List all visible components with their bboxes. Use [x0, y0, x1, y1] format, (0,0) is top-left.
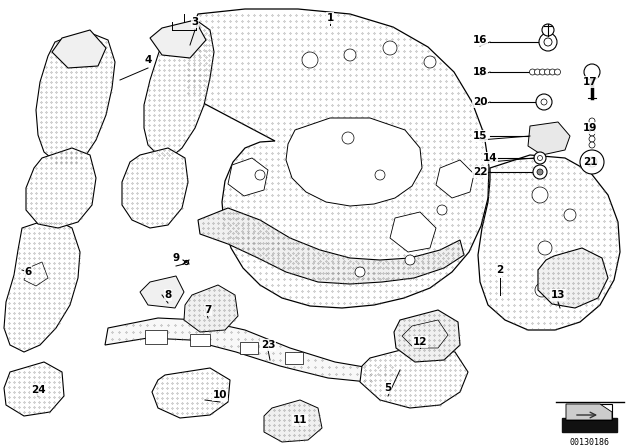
Text: 9: 9 [172, 253, 180, 263]
Circle shape [375, 170, 385, 180]
Circle shape [589, 136, 595, 142]
Circle shape [550, 69, 556, 75]
Text: 15: 15 [473, 131, 487, 141]
Bar [566, 404, 612, 420]
Text: 13: 13 [551, 290, 565, 300]
Circle shape [580, 150, 604, 174]
Circle shape [539, 33, 557, 51]
Circle shape [538, 155, 543, 160]
Circle shape [589, 124, 595, 130]
Circle shape [535, 283, 549, 297]
Circle shape [537, 169, 543, 175]
Polygon shape [390, 212, 436, 252]
Circle shape [544, 38, 552, 46]
Circle shape [534, 69, 541, 75]
Circle shape [534, 152, 546, 164]
Polygon shape [122, 148, 188, 228]
Polygon shape [264, 400, 322, 442]
Polygon shape [436, 160, 474, 198]
Circle shape [383, 41, 397, 55]
Text: 10: 10 [212, 390, 227, 400]
Polygon shape [538, 248, 608, 308]
Polygon shape [26, 148, 96, 228]
Bar [240, 342, 258, 354]
Polygon shape [4, 218, 80, 352]
Text: 00130186: 00130186 [569, 438, 609, 447]
Polygon shape [4, 362, 64, 416]
Circle shape [542, 24, 554, 36]
Polygon shape [150, 20, 206, 58]
Circle shape [355, 267, 365, 277]
Text: 11: 11 [292, 415, 307, 425]
Text: 21: 21 [583, 157, 597, 167]
Text: 22: 22 [473, 167, 487, 177]
Polygon shape [36, 32, 115, 165]
Text: 14: 14 [483, 153, 497, 163]
Circle shape [255, 170, 265, 180]
Circle shape [437, 205, 447, 215]
Circle shape [589, 118, 595, 124]
Polygon shape [105, 318, 400, 382]
Text: 4: 4 [144, 55, 152, 65]
Bar [285, 352, 303, 364]
Bar [190, 334, 210, 346]
Circle shape [540, 69, 545, 75]
Circle shape [532, 187, 548, 203]
Polygon shape [198, 208, 464, 284]
Circle shape [589, 130, 595, 136]
Text: 18: 18 [473, 67, 487, 77]
Text: 7: 7 [204, 305, 212, 315]
Circle shape [565, 295, 575, 305]
Text: 17: 17 [582, 77, 597, 87]
Circle shape [344, 49, 356, 61]
Circle shape [589, 142, 595, 148]
Polygon shape [286, 118, 422, 206]
Text: 1: 1 [326, 13, 333, 23]
Circle shape [569, 259, 581, 271]
Circle shape [541, 99, 547, 105]
Circle shape [564, 209, 576, 221]
Text: 6: 6 [24, 267, 31, 277]
Polygon shape [52, 30, 106, 68]
Bar [562, 418, 617, 432]
Circle shape [342, 132, 354, 144]
Polygon shape [360, 345, 468, 408]
Text: 19: 19 [583, 123, 597, 133]
Polygon shape [528, 122, 570, 155]
Polygon shape [184, 285, 238, 332]
Circle shape [533, 165, 547, 179]
Text: 16: 16 [473, 35, 487, 45]
Text: 23: 23 [260, 340, 275, 350]
Polygon shape [478, 155, 620, 330]
Bar [145, 330, 167, 344]
Polygon shape [140, 276, 184, 308]
Circle shape [538, 241, 552, 255]
Circle shape [302, 52, 318, 68]
Text: 8: 8 [164, 290, 172, 300]
Circle shape [584, 64, 600, 80]
Polygon shape [144, 20, 214, 158]
Text: 12: 12 [413, 337, 428, 347]
Circle shape [529, 69, 536, 75]
Polygon shape [566, 404, 612, 420]
Circle shape [424, 56, 436, 68]
Text: 3: 3 [191, 17, 198, 27]
Text: 5: 5 [385, 383, 392, 393]
Polygon shape [394, 310, 460, 362]
Polygon shape [182, 9, 489, 308]
Text: 24: 24 [31, 385, 45, 395]
Circle shape [554, 69, 561, 75]
Circle shape [405, 255, 415, 265]
Polygon shape [152, 368, 230, 418]
Polygon shape [228, 158, 268, 196]
Circle shape [545, 69, 550, 75]
Text: 20: 20 [473, 97, 487, 107]
Circle shape [536, 94, 552, 110]
Circle shape [587, 157, 597, 167]
Text: 2: 2 [497, 265, 504, 275]
